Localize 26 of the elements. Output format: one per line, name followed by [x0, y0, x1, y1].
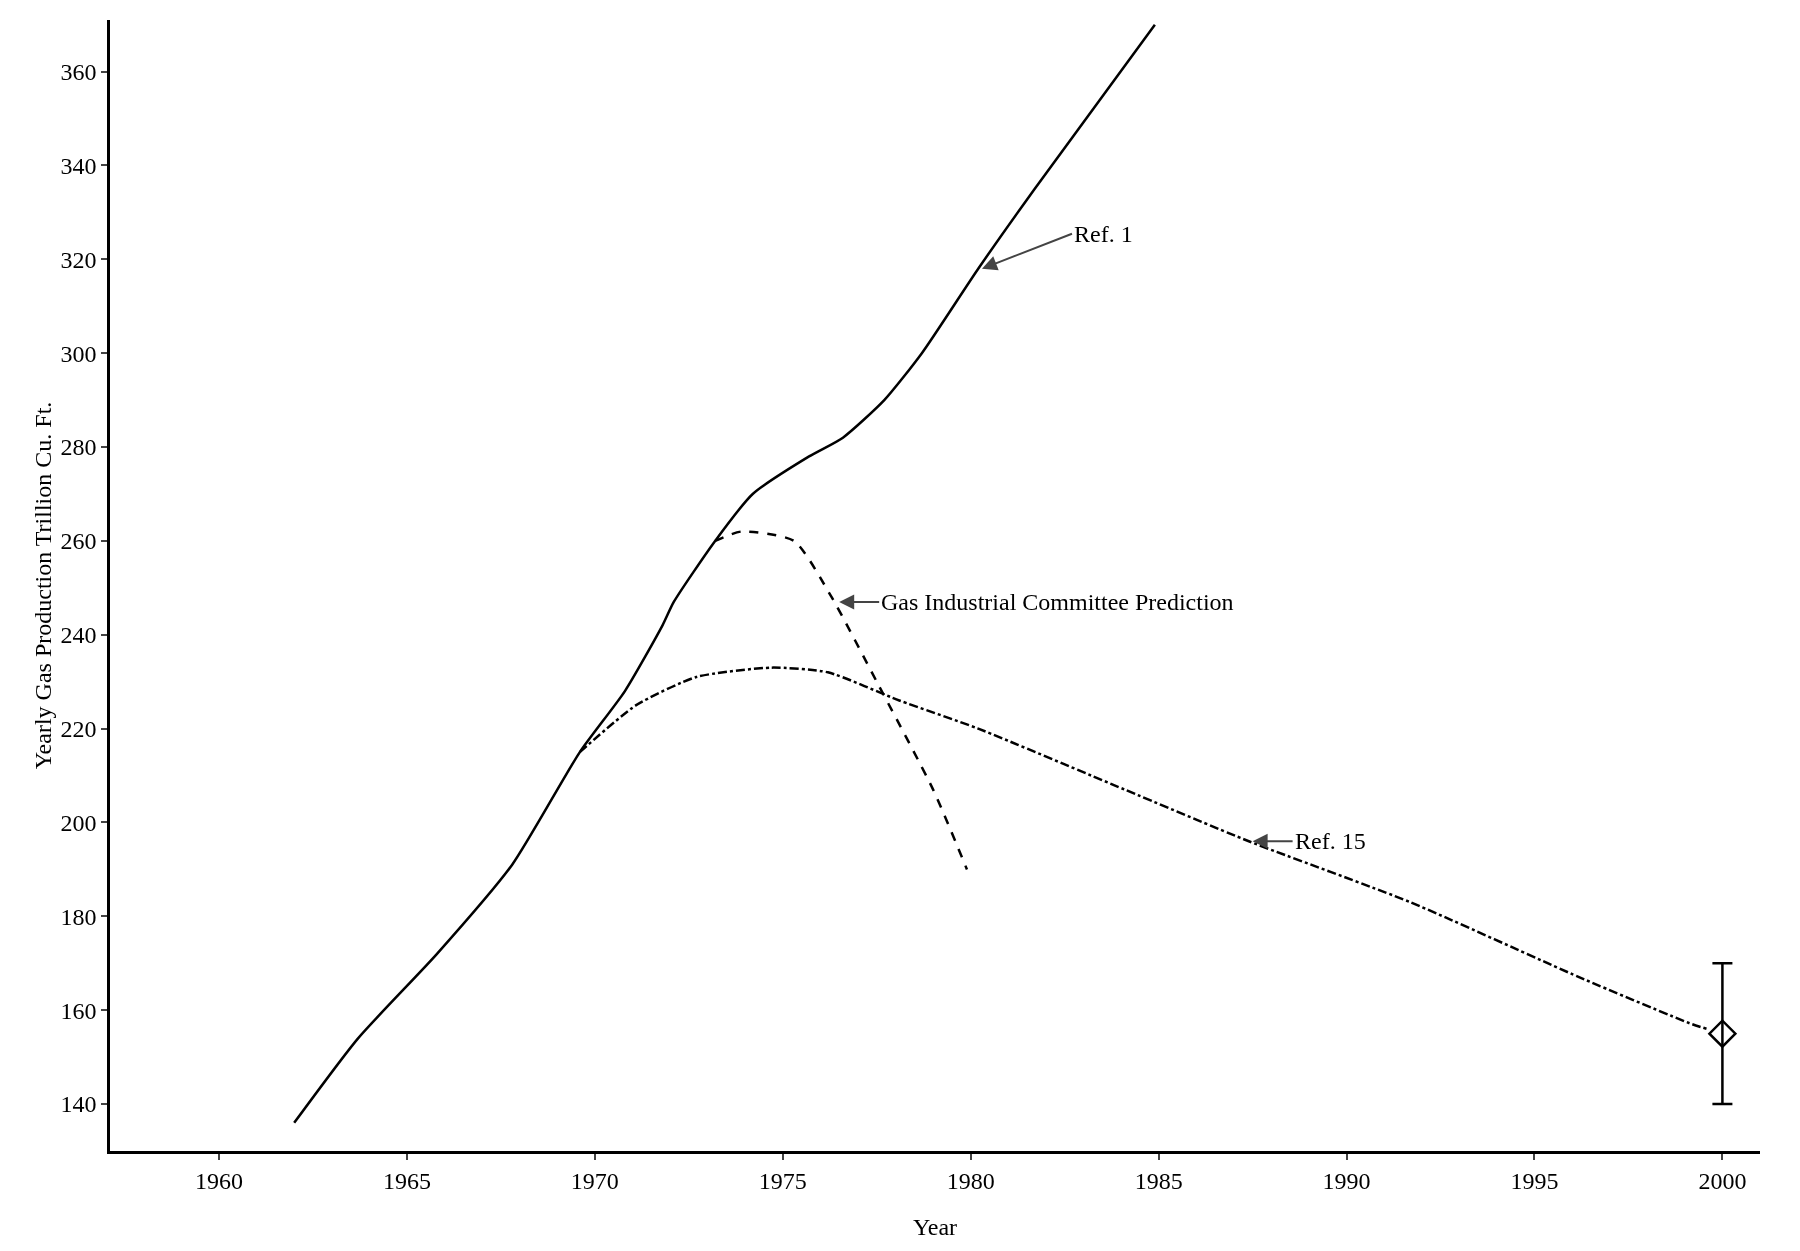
y-tick-label: 140: [60, 1091, 97, 1118]
y-tick-label: 360: [60, 59, 97, 86]
y-tick-label: 260: [60, 528, 97, 555]
y-tick-label: 160: [60, 997, 97, 1024]
y-tick-label: 240: [60, 622, 97, 649]
y-tick-label: 340: [60, 152, 97, 179]
x-tick-label: 1965: [382, 1167, 431, 1194]
y-axis-title: Yearly Gas Production Trillion Cu. Ft.: [29, 401, 56, 770]
annotation: Gas Industrial Committee Prediction: [881, 589, 1234, 615]
x-tick-label: 1970: [570, 1167, 619, 1194]
y-tick-label: 280: [60, 434, 97, 461]
y-tick-label: 220: [60, 716, 97, 743]
annotation: Ref. 15: [1295, 828, 1366, 854]
x-tick-label: 1990: [1322, 1167, 1371, 1194]
x-tick-label: 2000: [1698, 1167, 1747, 1194]
x-axis-title: Year: [912, 1213, 958, 1240]
y-tick-label: 300: [60, 340, 97, 367]
x-tick-label: 1995: [1510, 1167, 1559, 1194]
y-tick-label: 200: [60, 809, 97, 836]
annotation: Ref. 1: [1074, 221, 1133, 247]
y-tick-label: 320: [60, 246, 97, 273]
x-tick-label: 1985: [1134, 1167, 1183, 1194]
y-tick-label: 180: [60, 903, 97, 930]
x-tick-label: 1960: [195, 1167, 243, 1194]
x-tick-label: 1975: [758, 1167, 807, 1194]
x-tick-label: 1980: [946, 1167, 995, 1194]
